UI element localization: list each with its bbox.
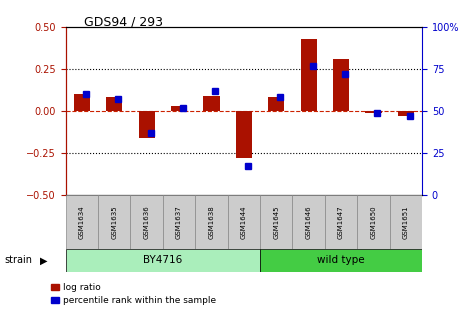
Bar	[293, 195, 325, 249]
Text: GSM1635: GSM1635	[111, 205, 117, 239]
Text: GSM1636: GSM1636	[144, 205, 150, 239]
Bar	[204, 96, 219, 111]
Bar	[268, 97, 284, 111]
Bar	[195, 195, 227, 249]
Text: GSM1638: GSM1638	[209, 205, 214, 239]
Bar	[365, 111, 382, 113]
Text: GSM1651: GSM1651	[403, 205, 409, 239]
Bar	[236, 111, 252, 158]
Bar	[163, 195, 195, 249]
Bar	[260, 249, 422, 272]
Text: BY4716: BY4716	[143, 255, 182, 265]
Bar	[74, 94, 90, 111]
Bar	[260, 195, 293, 249]
Bar	[398, 111, 414, 116]
Bar	[227, 195, 260, 249]
Text: wild type: wild type	[317, 255, 365, 265]
Text: GSM1634: GSM1634	[79, 205, 85, 239]
Text: GSM1637: GSM1637	[176, 205, 182, 239]
Text: ▶: ▶	[40, 255, 47, 265]
Bar	[325, 195, 357, 249]
Bar	[301, 39, 317, 111]
Bar	[357, 195, 390, 249]
Bar	[171, 106, 187, 111]
Bar	[66, 195, 98, 249]
Text: GSM1647: GSM1647	[338, 205, 344, 239]
Text: GSM1650: GSM1650	[371, 205, 377, 239]
Bar	[98, 195, 130, 249]
Legend: log ratio, percentile rank within the sample: log ratio, percentile rank within the sa…	[52, 283, 216, 305]
Bar	[138, 111, 155, 138]
Text: GDS94 / 293: GDS94 / 293	[84, 15, 163, 28]
Text: strain: strain	[5, 255, 33, 265]
Text: GSM1646: GSM1646	[306, 205, 312, 239]
Text: GSM1645: GSM1645	[273, 205, 279, 239]
Bar	[130, 195, 163, 249]
Bar	[390, 195, 422, 249]
Bar	[333, 59, 349, 111]
Text: GSM1644: GSM1644	[241, 205, 247, 239]
Bar	[106, 97, 122, 111]
Bar	[66, 249, 260, 272]
